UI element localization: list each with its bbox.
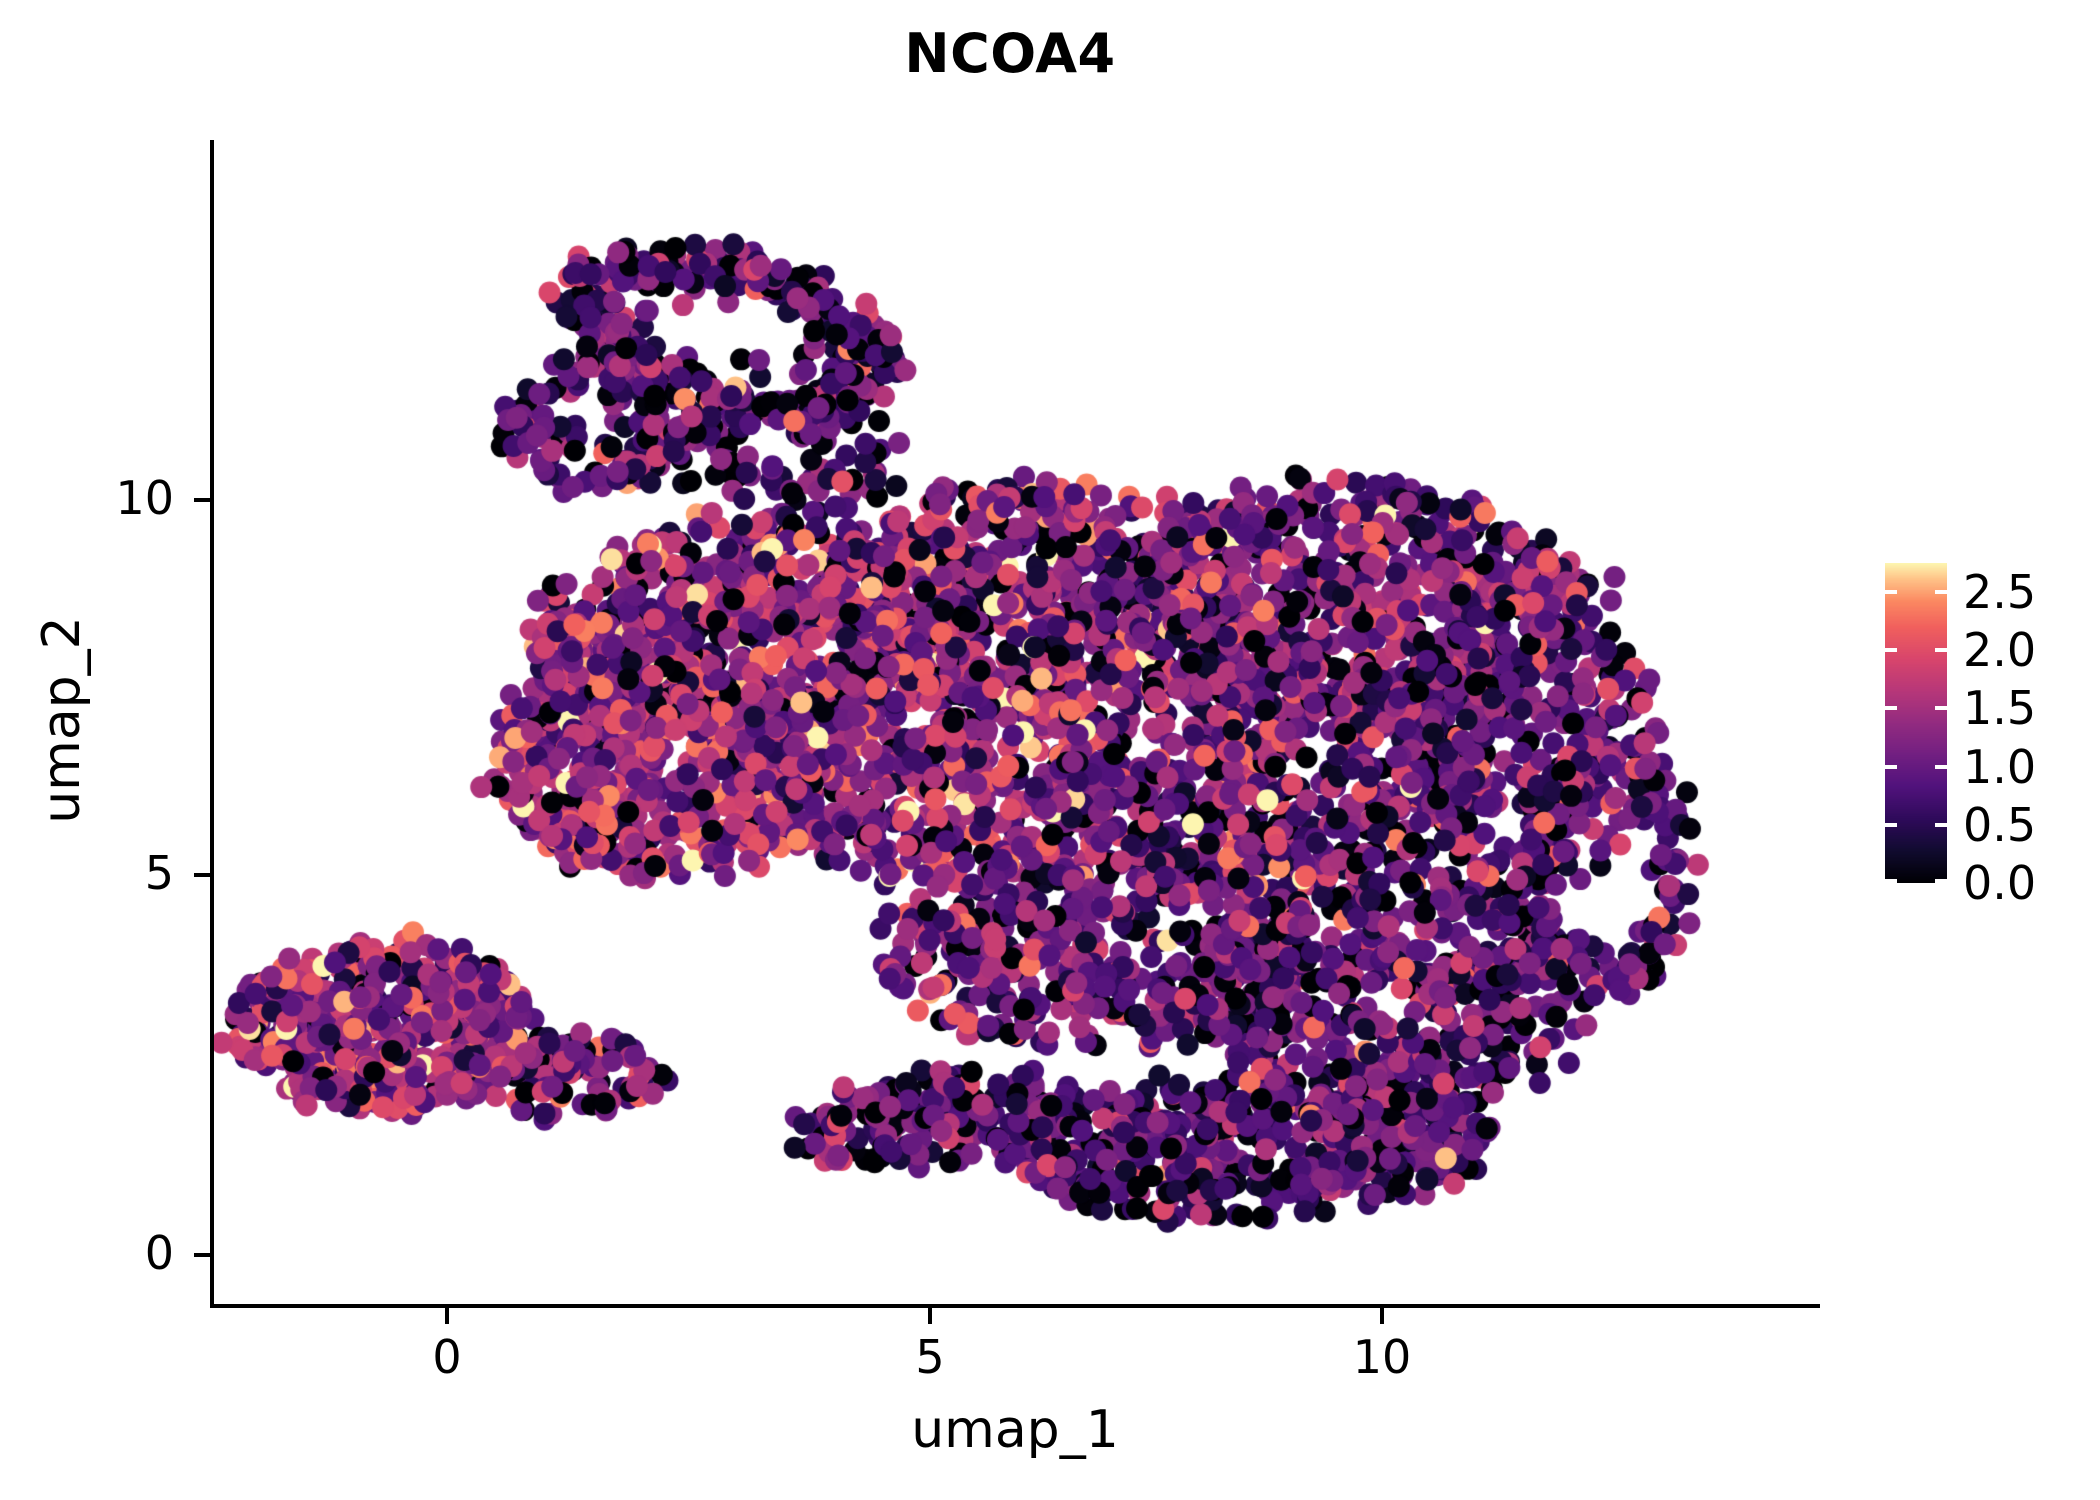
x-axis-spine <box>210 1304 1820 1308</box>
colorbar-tick-label-0: 0.0 <box>1963 856 2037 910</box>
colorbar-tick-mark-right-2 <box>1935 765 1947 769</box>
x-tick-label-0: 0 <box>432 1330 462 1384</box>
colorbar-tick-mark-3 <box>1885 706 1897 710</box>
colorbar-legend: 0.0 0.5 1.0 1.5 2.0 2.5 <box>1885 563 2036 906</box>
colorbar-tick-label-3: 1.5 <box>1963 681 2037 735</box>
colorbar-tick-mark-right-1 <box>1935 823 1947 827</box>
y-axis-label: umap_2 <box>32 616 92 824</box>
colorbar-tick-mark-right-0 <box>1935 879 1947 883</box>
colorbar-tick-mark-right-5 <box>1935 590 1947 594</box>
colorbar-tick-label-2: 1.0 <box>1963 740 2037 794</box>
x-tick-mark-2 <box>1380 1308 1384 1324</box>
y-tick-mark-0 <box>194 1253 210 1257</box>
x-tick-mark-1 <box>928 1308 932 1324</box>
scatter-plot-canvas <box>210 140 1820 1307</box>
colorbar-tick-mark-right-3 <box>1935 706 1947 710</box>
colorbar-tick-mark-4 <box>1885 648 1897 652</box>
y-tick-label-0: 0 <box>144 1226 174 1280</box>
colorbar-tick-label-5: 2.5 <box>1963 565 2037 619</box>
x-tick-label-1: 5 <box>915 1330 945 1384</box>
plot-axes: 0 5 10 0 5 10 <box>115 140 1820 1384</box>
colorbar-tick-mark-5 <box>1885 590 1897 594</box>
y-axis-spine <box>210 140 214 1307</box>
colorbar-tick-mark-1 <box>1885 823 1897 827</box>
x-tick-mark-0 <box>445 1308 449 1324</box>
x-axis-label: umap_1 <box>911 1400 1119 1460</box>
colorbar-gradient <box>1885 563 1947 883</box>
colorbar-tick-label-1: 0.5 <box>1963 798 2037 852</box>
colorbar-tick-label-4: 2.0 <box>1963 623 2037 677</box>
x-tick-label-2: 10 <box>1352 1330 1412 1384</box>
colorbar-tick-mark-2 <box>1885 765 1897 769</box>
page-title: NCOA4 <box>904 22 1116 85</box>
colorbar-tick-mark-0 <box>1885 879 1897 883</box>
y-tick-mark-2 <box>194 498 210 502</box>
y-tick-label-2: 10 <box>115 471 174 525</box>
y-tick-mark-1 <box>194 873 210 877</box>
y-tick-label-1: 5 <box>144 846 174 900</box>
colorbar-tick-mark-right-4 <box>1935 648 1947 652</box>
